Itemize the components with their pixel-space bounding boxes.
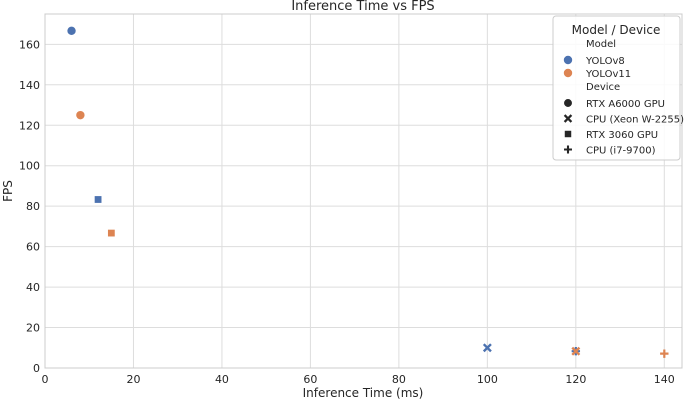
legend-device-header: Device [586, 82, 620, 93]
legend-marker-device [563, 98, 573, 108]
data-point [107, 229, 115, 237]
grid-lines [44, 14, 682, 369]
legend-item-device: CPU (Xeon W-2255) [586, 115, 684, 126]
legend-marker-model [563, 55, 574, 66]
legend-item-device: RTX 3060 GPU [586, 130, 658, 141]
legend-box [552, 15, 681, 161]
data-point [482, 343, 492, 353]
legend-title: Model / Device [572, 23, 661, 37]
data-point [660, 349, 669, 358]
x-axis-label: Inference Time (ms) [303, 386, 424, 400]
x-tick-label: 80 [392, 373, 406, 386]
y-tick-label: 0 [33, 362, 40, 375]
legend-item-device: RTX A6000 GPU [586, 99, 665, 110]
data-point [75, 110, 86, 121]
y-tick-label: 160 [19, 38, 40, 51]
y-axis-label: FPS [1, 180, 15, 202]
legend-marker-model [563, 68, 574, 79]
x-tick-label: 60 [303, 373, 317, 386]
legend-item-model: YOLOv8 [585, 56, 625, 67]
x-tick-label: 100 [477, 373, 498, 386]
legend-item-device: CPU (i7-9700) [586, 146, 656, 157]
x-tick-label: 40 [215, 373, 229, 386]
y-tick-label: 40 [26, 281, 40, 294]
y-tick-label: 120 [19, 119, 40, 132]
x-tick-label: 120 [565, 373, 586, 386]
plot-area-frame [44, 13, 683, 369]
x-tick-label: 140 [654, 373, 675, 386]
y-tick-label: 100 [19, 160, 40, 173]
y-tick-label: 140 [19, 79, 40, 92]
data-point [571, 346, 581, 356]
chart-title: Inference Time vs FPS [291, 0, 434, 14]
x-tick-label: 20 [126, 373, 140, 386]
y-axis-ticks: 0 20 40 60 80 100 120 140 160 [19, 38, 40, 375]
x-axis-ticks: 0 20 40 60 80 100 120 140 [42, 373, 675, 386]
y-tick-label: 80 [26, 200, 40, 213]
x-tick-label: 0 [42, 373, 49, 386]
legend-marker-device [564, 130, 572, 138]
data-point [66, 25, 77, 36]
legend-marker-device [564, 145, 572, 154]
legend-model-header: Model [586, 39, 616, 50]
data-point [94, 196, 102, 203]
y-tick-label: 20 [26, 322, 40, 335]
legend: Model / Device Model YOLOv8 YOLOv11 Devic… [552, 15, 684, 161]
data-points [66, 25, 669, 358]
legend-marker-device [563, 114, 573, 123]
y-tick-label: 60 [26, 241, 40, 254]
legend-item-model: YOLOv11 [585, 69, 631, 80]
